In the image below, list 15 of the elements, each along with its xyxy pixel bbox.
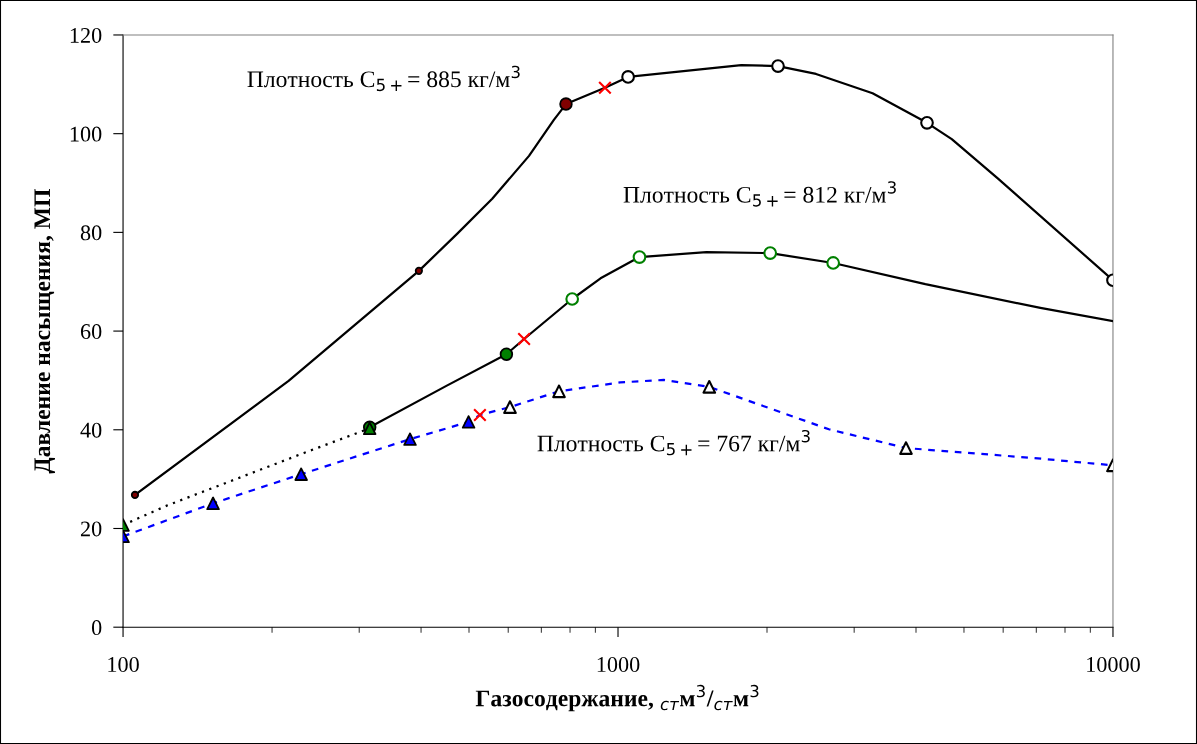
x-axis-title: Газосодержание, $_{ст}$м$^{3}$/$_{ст}$м$^{3}$ bbox=[475, 684, 759, 712]
x-tick-label: 10000 bbox=[1087, 657, 1140, 672]
annotation: Плотность C$_{5+}$= 767 кг/м$^{3}$ bbox=[537, 429, 810, 456]
x-tick-label: 100 bbox=[108, 657, 139, 672]
y-tick-label: 40 bbox=[80, 422, 102, 438]
y-tick-label: 60 bbox=[80, 324, 102, 340]
y-tick-label: 120 bbox=[70, 27, 102, 43]
x-tick-label: 1000 bbox=[597, 657, 640, 672]
annotation: Плотность C$_{5+}$= 812 кг/м$^{3}$ bbox=[623, 181, 896, 207]
y-tick-label: 0 bbox=[91, 620, 102, 636]
y-tick-label: 80 bbox=[80, 225, 102, 241]
y-tick-label: 100 bbox=[70, 126, 102, 142]
y-tick-label: 20 bbox=[80, 521, 102, 537]
y-axis-title: Давление насыщения, МП bbox=[34, 189, 55, 474]
annotation: Плотность C$_{5+}$= 885 кг/м$^{3}$ bbox=[247, 65, 520, 92]
